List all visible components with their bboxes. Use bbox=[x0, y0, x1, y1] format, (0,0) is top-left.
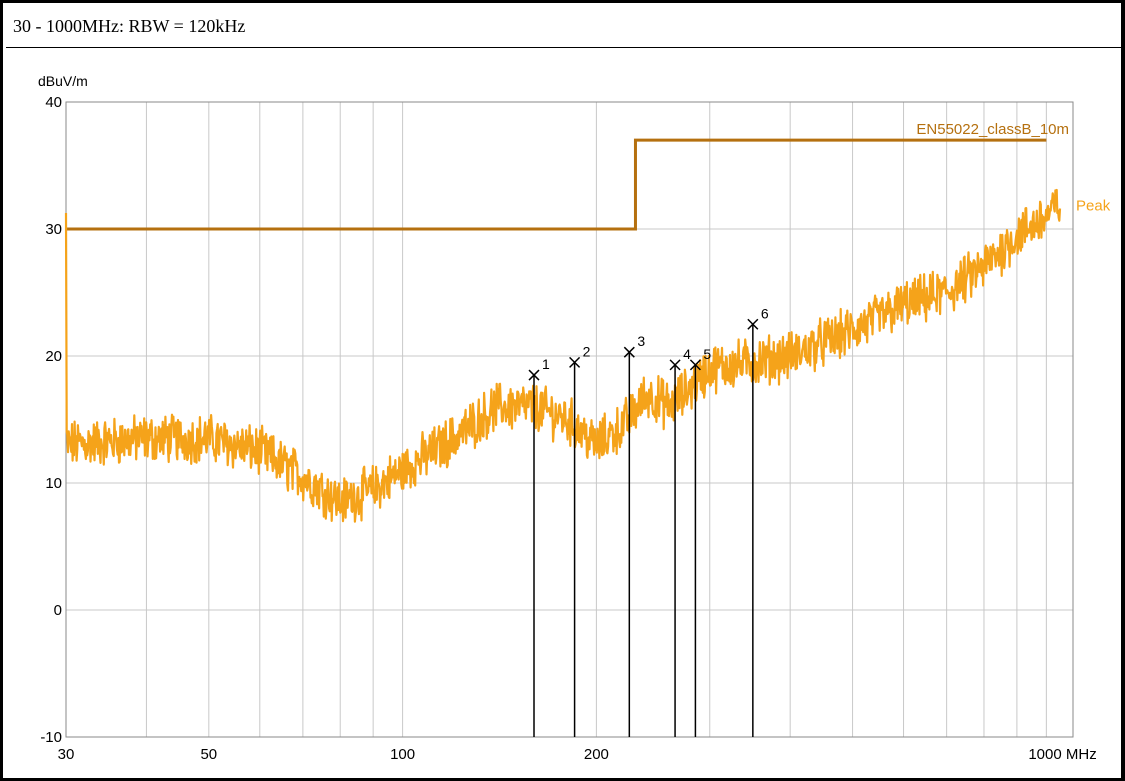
x-tick-label: 50 bbox=[200, 746, 217, 763]
peak-trace-label: Peak bbox=[1076, 197, 1111, 214]
marker-2: 2 bbox=[569, 343, 591, 737]
y-tick-label: 30 bbox=[45, 221, 62, 238]
chart-title: 30 - 1000MHz: RBW = 120kHz bbox=[6, 6, 1124, 48]
y-tick-label: 10 bbox=[45, 475, 62, 492]
x-tick-label: 200 bbox=[584, 746, 609, 763]
peak-trace bbox=[64, 188, 1062, 523]
marker-cross bbox=[669, 359, 681, 371]
marker-cross bbox=[528, 369, 540, 381]
marker-label: 5 bbox=[703, 346, 711, 362]
marker-label: 1 bbox=[542, 356, 550, 372]
y-tick-label: 0 bbox=[54, 602, 62, 619]
limit-line-label: EN55022_classB_10m bbox=[916, 121, 1069, 138]
series-layer: EN55022_classB_10m Peak bbox=[64, 121, 1111, 523]
marker-5: 5 bbox=[689, 346, 711, 737]
marker-3: 3 bbox=[623, 333, 645, 737]
marker-1: 1 bbox=[528, 356, 550, 737]
marker-cross bbox=[623, 346, 635, 358]
marker-cross bbox=[747, 318, 759, 330]
marker-4: 4 bbox=[669, 346, 691, 737]
marker-cross bbox=[689, 359, 701, 371]
y-axis-unit: dBuV/m bbox=[38, 73, 88, 89]
marker-cross bbox=[569, 356, 581, 368]
marker-6: 6 bbox=[747, 305, 769, 737]
marker-label: 4 bbox=[683, 346, 691, 362]
y-tick-label: -10 bbox=[40, 729, 62, 746]
limit-line bbox=[66, 138, 1047, 231]
x-tick-label: 30 bbox=[58, 746, 75, 763]
marker-label: 2 bbox=[583, 343, 591, 359]
x-tick-label: 100 bbox=[390, 746, 415, 763]
y-tick-label: 40 bbox=[45, 94, 62, 111]
marker-layer: 1 2 3 4 5 6 bbox=[528, 305, 769, 737]
y-tick-label: 20 bbox=[45, 348, 62, 365]
x-tick-label: 1000 MHz bbox=[1028, 746, 1096, 763]
marker-label: 3 bbox=[637, 333, 645, 349]
marker-label: 6 bbox=[761, 305, 769, 321]
